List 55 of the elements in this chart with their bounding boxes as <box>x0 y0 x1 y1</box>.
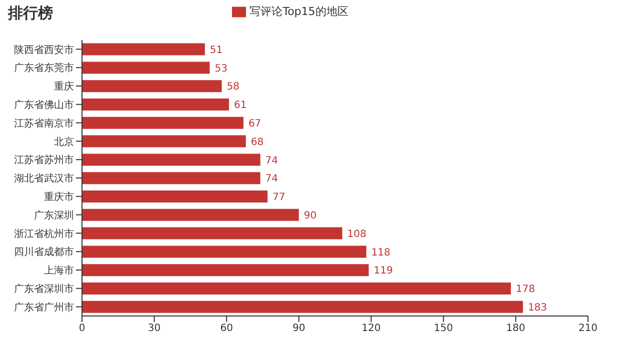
y-tick-label: 湖北省武汉市 <box>14 172 74 185</box>
chart-title: 排行榜 <box>8 4 53 23</box>
data-label: 67 <box>248 118 262 130</box>
data-label: 74 <box>265 155 278 166</box>
x-tick-label: 210 <box>578 323 598 334</box>
bar <box>82 190 268 203</box>
data-label: 90 <box>304 210 317 222</box>
data-label: 178 <box>516 284 535 296</box>
data-label: 77 <box>272 192 286 204</box>
y-tick-label: 广东省广州市 <box>14 301 74 314</box>
bar <box>82 208 299 221</box>
bar <box>82 43 205 56</box>
y-tick-label: 北京 <box>54 136 74 148</box>
bar <box>82 227 342 240</box>
bar <box>82 282 511 295</box>
y-tick-label: 广东深圳 <box>34 209 74 222</box>
data-label: 68 <box>250 136 264 148</box>
data-label: 118 <box>371 247 390 258</box>
bar <box>82 300 523 313</box>
bar <box>82 80 222 92</box>
legend-label: 写评论Top15的地区 <box>250 5 348 18</box>
y-tick-label: 广东省佛山市 <box>14 98 74 111</box>
x-tick-label: 120 <box>362 323 381 334</box>
y-tick-label: 江苏省南京市 <box>14 117 74 130</box>
x-tick-label: 30 <box>148 323 161 334</box>
y-tick-label: 四川省成都市 <box>14 246 74 258</box>
y-tick-label: 浙江省杭州市 <box>14 228 74 240</box>
data-label: 58 <box>226 82 240 93</box>
bar <box>82 172 260 184</box>
y-tick-label: 重庆 <box>54 80 74 93</box>
data-label: 61 <box>234 100 247 112</box>
bar <box>82 135 246 148</box>
y-tick-label: 广东省东莞市 <box>14 62 74 74</box>
bar <box>82 62 210 74</box>
y-tick-label: 广东省深圳市 <box>14 282 74 295</box>
x-tick-label: 90 <box>292 323 306 334</box>
y-tick-label: 上海市 <box>44 264 74 277</box>
x-tick-label: 180 <box>506 323 526 334</box>
bar <box>82 154 260 166</box>
y-tick-label: 重庆市 <box>44 190 74 203</box>
y-tick-label: 陕西省西安市 <box>14 44 74 56</box>
bar <box>82 264 369 276</box>
y-tick-label: 江苏省苏州市 <box>14 154 74 166</box>
bar <box>82 116 244 129</box>
data-label: 183 <box>528 302 548 314</box>
data-label: 119 <box>374 266 393 277</box>
bar <box>82 246 366 258</box>
x-tick-label: 150 <box>434 323 453 334</box>
data-label: 74 <box>265 174 278 185</box>
x-tick-label: 0 <box>78 323 86 334</box>
data-label: 53 <box>214 63 228 74</box>
data-label: 51 <box>210 44 223 56</box>
x-tick-label: 60 <box>220 323 233 334</box>
bar <box>82 98 229 111</box>
data-label: 108 <box>347 228 366 240</box>
